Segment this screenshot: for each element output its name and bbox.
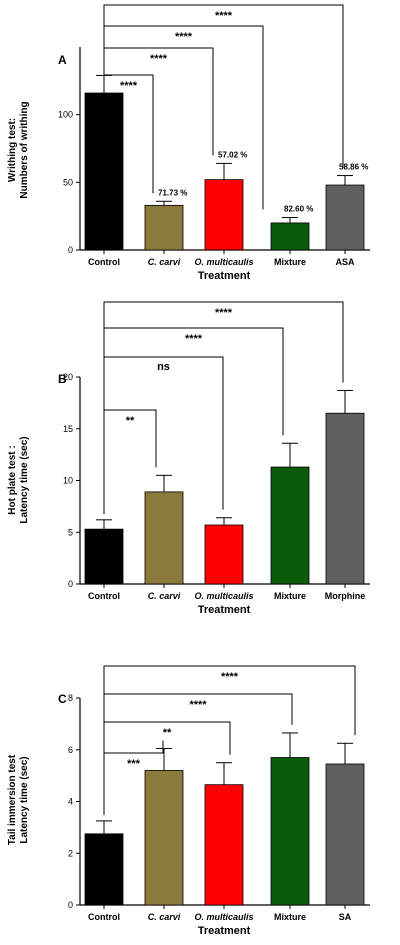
x-tick-label: Control — [88, 912, 120, 922]
panel-label: B — [58, 372, 67, 386]
significance-bracket — [103, 693, 293, 815]
y-tick-label: 0 — [68, 900, 73, 910]
y-axis-label-line: Latency time (sec) — [19, 436, 30, 523]
y-tick-label: 6 — [68, 745, 73, 755]
y-tick-label: 100 — [58, 110, 73, 120]
percent-label: 71.73 % — [158, 188, 187, 197]
bar — [270, 222, 310, 251]
x-tick-label: SA — [339, 912, 352, 922]
bar — [325, 763, 365, 906]
significance-label: **** — [221, 671, 239, 683]
x-tick-label: Mixture — [274, 912, 306, 922]
significance-label: *** — [127, 758, 141, 770]
y-tick-label: 0 — [68, 579, 73, 589]
percent-label: 82.60 % — [284, 205, 313, 214]
x-tick-label: ASA — [335, 257, 355, 267]
y-axis-label-line: Latency time (sec) — [19, 756, 30, 843]
x-tick-label: C. carvi — [148, 912, 181, 922]
x-tick-label: Morphine — [325, 591, 366, 601]
y-tick-label: 2 — [68, 848, 73, 858]
y-axis-label: Tail immersion test Latency time (sec) — [7, 754, 30, 845]
significance-label: **** — [120, 80, 138, 92]
panel-label: A — [58, 53, 67, 67]
bar — [84, 528, 124, 585]
y-axis-label-line: Hot plate test : — [7, 445, 18, 514]
significance-label: **** — [189, 699, 207, 711]
significance-bracket — [103, 4, 344, 168]
percent-label: 58.86 % — [339, 163, 368, 172]
significance-label: **** — [150, 53, 168, 65]
x-tick-label: O. multicaulis — [194, 912, 253, 922]
bar — [144, 770, 184, 906]
y-tick-label: 10 — [63, 476, 73, 486]
y-tick-label: 50 — [63, 177, 73, 187]
bar — [204, 784, 244, 906]
significance-label: ** — [163, 727, 172, 739]
bar — [204, 524, 244, 585]
bar — [270, 757, 310, 906]
x-axis-label: Treatment — [198, 270, 251, 282]
significance-label: **** — [215, 10, 233, 22]
x-tick-label: Mixture — [274, 257, 306, 267]
bar — [270, 466, 310, 585]
significance-label: **** — [215, 307, 233, 319]
x-axis-label: Treatment — [198, 925, 251, 937]
panel-b: B 0 5 10 15 20 Hot plate test : Latency time (s… — [7, 301, 370, 616]
percent-label: 57.02 % — [218, 150, 247, 159]
panel-label: C — [58, 692, 67, 706]
significance-bracket — [103, 301, 344, 514]
bar — [144, 204, 184, 251]
y-tick-label: 5 — [68, 527, 73, 537]
x-tick-label: Mixture — [274, 591, 306, 601]
x-axis-label: Treatment — [198, 604, 251, 616]
bar — [204, 179, 244, 251]
panel-c: C 0 2 4 6 8 Tail immersion test Latency time (s… — [7, 665, 370, 937]
y-axis-label: Hot plate test : Latency time (sec) — [7, 436, 30, 523]
x-tick-label: C. carvi — [148, 257, 181, 267]
y-tick-label: 4 — [68, 797, 73, 807]
bar — [84, 833, 124, 906]
x-tick-label: O. multicaulis — [194, 257, 253, 267]
x-tick-label: C. carvi — [148, 591, 181, 601]
significance-label: ns — [157, 361, 170, 373]
y-axis-label-line: Tail immersion test — [7, 754, 18, 845]
y-axis-label: Writhing test: Numbers of writhing — [7, 101, 30, 198]
y-axis-label-line: Writhing test: — [7, 118, 18, 182]
y-tick-label: 15 — [63, 424, 73, 434]
bar — [84, 92, 124, 251]
bar — [325, 412, 365, 585]
significance-bracket — [103, 69, 154, 194]
x-tick-label: Control — [88, 591, 120, 601]
x-tick-label: Control — [88, 257, 120, 267]
significance-label: **** — [175, 31, 193, 43]
y-tick-label: 20 — [63, 372, 73, 382]
significance-label: ** — [126, 415, 135, 427]
significance-label: **** — [185, 333, 203, 345]
x-tick-label: O. multicaulis — [194, 591, 253, 601]
bar — [325, 184, 365, 251]
y-axis-label-line: Numbers of writhing — [19, 101, 30, 198]
y-tick-label: 0 — [68, 245, 73, 255]
significance-bracket — [103, 665, 356, 815]
y-tick-label: 8 — [68, 693, 73, 703]
panel-a: A 0 50 100 Writhing test: Numbers of writhing… — [7, 4, 370, 282]
bar — [144, 491, 184, 585]
